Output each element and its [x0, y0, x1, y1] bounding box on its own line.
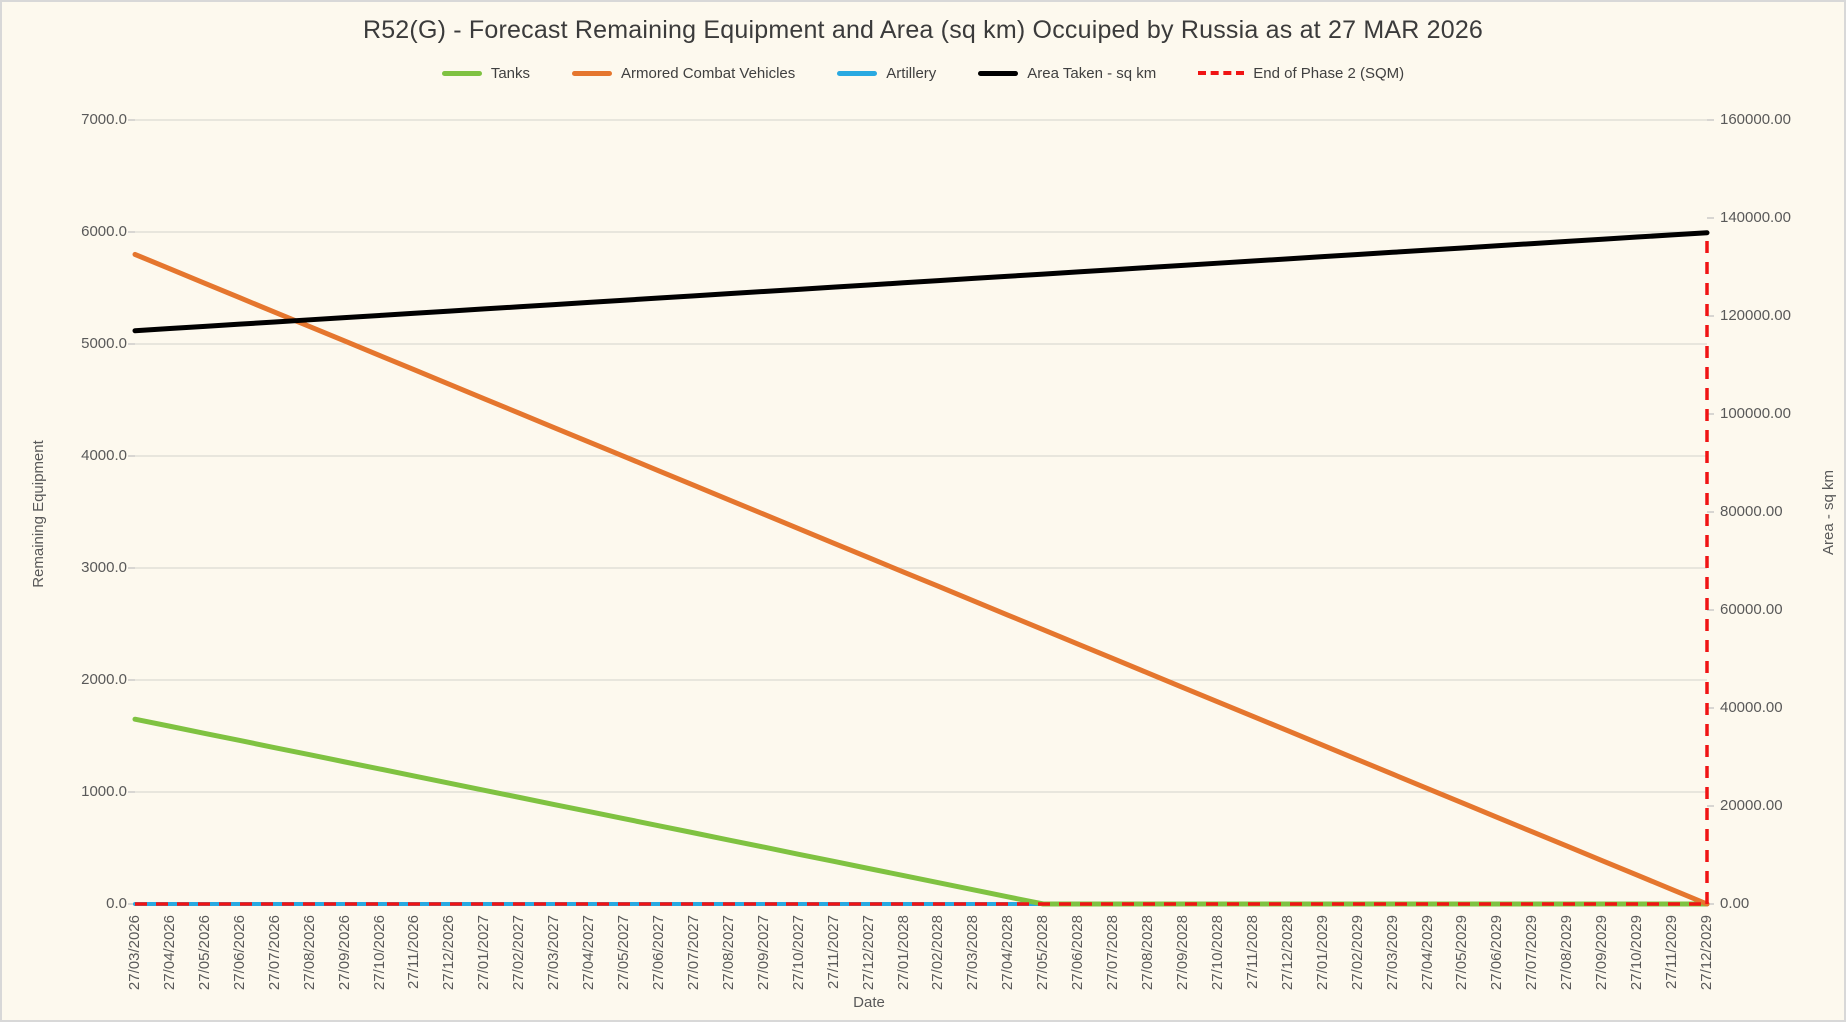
x-axis-tick-label: 27/05/2029: [1453, 915, 1471, 991]
legend-label: Artillery: [886, 64, 937, 82]
y-axis-right-tick-label: 100000.00: [1720, 405, 1791, 422]
x-axis-tick-label: 27/02/2028: [929, 915, 947, 991]
x-axis-tick-label: 27/07/2026: [265, 915, 283, 991]
y-axis-left-tick-label: 1000.0: [81, 783, 127, 800]
legend-line-marker-icon: [441, 70, 482, 76]
x-axis-tick-label: 27/09/2029: [1593, 915, 1611, 991]
x-axis-tick-label: 27/07/2027: [684, 915, 702, 991]
x-axis-tick-label: 27/08/2026: [300, 915, 318, 991]
legend-item-area-taken-sq-km[interactable]: Area Taken - sq km: [978, 65, 1156, 82]
x-axis-tick-label: 27/03/2029: [1383, 915, 1401, 991]
x-axis-tick-label: 27/07/2029: [1523, 915, 1541, 991]
x-axis-tick-label: 27/09/2027: [754, 915, 772, 991]
legend-item-tanks[interactable]: Tanks: [441, 64, 531, 82]
y-axis-right-title: Area - sq km: [1820, 469, 1837, 556]
x-axis-tick-label: 27/05/2028: [1034, 915, 1052, 991]
x-axis-tick-label: 27/08/2028: [1139, 915, 1157, 991]
x-axis-tick-label: 27/06/2028: [1069, 915, 1087, 991]
y-axis-left-tick-label: 2000.0: [81, 671, 127, 688]
x-axis-title: Date: [853, 994, 885, 1011]
x-axis-tick-label: 27/09/2026: [335, 915, 353, 991]
x-axis-tick-label: 27/04/2028: [999, 915, 1017, 991]
y-axis-right-tick-label: 40000.00: [1720, 699, 1783, 716]
legend-label: End of Phase 2 (SQM): [1253, 64, 1405, 82]
y-axis-left-tick-label: 5000.0: [81, 335, 127, 352]
legend-item-artillery[interactable]: Artillery: [837, 65, 936, 82]
legend-line-marker-icon: [978, 70, 1019, 76]
x-axis-tick-label: 27/10/2028: [1208, 915, 1226, 991]
x-axis-tick-label: 27/03/2027: [545, 915, 563, 991]
legend-line-marker-icon: [837, 70, 878, 76]
y-axis-right-tick-label: 60000.00: [1720, 601, 1783, 618]
x-axis-tick-label: 27/08/2027: [719, 915, 737, 991]
x-axis-tick-label: 27/04/2027: [580, 915, 598, 991]
y-axis-left-tick-label: 7000.0: [81, 111, 127, 128]
legend: Tanks Armored Combat Vehicles Artillery Are…: [2, 60, 1844, 86]
y-axis-right-tick-label: 160000.00: [1720, 111, 1791, 128]
x-axis-tick-label: 27/10/2027: [789, 915, 807, 991]
x-axis-tick-label: 27/12/2028: [1278, 915, 1296, 991]
series-tanks-line: [132, 716, 1710, 907]
x-axis-tick-label: 27/08/2029: [1558, 915, 1576, 991]
x-axis-tick-label: 27/12/2029: [1698, 915, 1715, 991]
y-axis-right-tick-label: 140000.00: [1720, 209, 1791, 226]
x-axis-tick-label: 27/09/2028: [1174, 915, 1191, 991]
x-axis-tick-label: 27/06/2029: [1488, 915, 1506, 991]
x-axis-tick-label: 27/03/2028: [964, 915, 982, 991]
x-axis-tick-label: 27/11/2028: [1243, 915, 1261, 989]
x-axis-tick-label: 27/12/2026: [440, 915, 458, 991]
legend-item-end-of-phase-2-sqm[interactable]: End of Phase 2 (SQM): [1198, 65, 1404, 82]
legend-label: Tanks: [490, 64, 531, 82]
y-axis-left-tick-label: 3000.0: [81, 559, 127, 576]
x-axis-tick-label: 27/10/2026: [370, 915, 388, 991]
x-axis-tick-label: 27/02/2029: [1348, 915, 1366, 991]
legend-line-marker-icon: [572, 70, 613, 76]
y-axis-right-tick-label: 120000.00: [1720, 307, 1791, 324]
x-axis-tick-label: 27/05/2027: [615, 915, 633, 991]
x-axis-tick-label: 27/06/2026: [230, 915, 248, 991]
legend-line-marker-icon: [1198, 71, 1245, 75]
x-axis-tick-label: 27/01/2029: [1313, 915, 1331, 991]
legend-label: Armored Combat Vehicles: [621, 64, 796, 82]
legend-item-armored-combat-vehicles[interactable]: Armored Combat Vehicles: [572, 65, 795, 82]
x-axis-tick-label: 27/03/2026: [126, 915, 143, 991]
y-axis-left-tick-label: 0.0: [106, 895, 127, 912]
legend-label: Area Taken - sq km: [1027, 64, 1157, 82]
chart-title: R52(G) - Forecast Remaining Equipment an…: [362, 16, 1484, 44]
series-area-taken-line: [132, 230, 1710, 334]
y-axis-left-tick-label: 4000.0: [81, 447, 127, 464]
x-axis-tick-label: 27/04/2026: [160, 915, 178, 991]
x-axis-tick-label: 27/05/2026: [195, 915, 213, 991]
x-axis-tick-label: 27/06/2027: [650, 915, 667, 991]
x-axis-tick-label: 27/07/2028: [1104, 915, 1122, 991]
y-axis-left-tick-label: 6000.0: [81, 223, 127, 240]
x-axis-tick-label: 27/01/2027: [475, 915, 493, 991]
x-axis-tick-label: 27/11/2026: [405, 915, 423, 989]
series-armored-combat-vehicles-line: [132, 251, 1710, 907]
y-axis-left-title: Remaining Equipment: [30, 440, 47, 588]
y-axis-right-tick-label: 20000.00: [1720, 797, 1783, 814]
x-axis-tick-label: 27/04/2029: [1418, 915, 1436, 991]
x-axis-tick-label: 27/02/2027: [510, 915, 528, 991]
y-axis-right-tick-label: 0.00: [1720, 895, 1750, 912]
x-axis-tick-label: 27/10/2029: [1628, 915, 1646, 991]
x-axis-tick-label: 27/11/2029: [1663, 915, 1681, 989]
y-axis-right-tick-label: 80000.00: [1720, 503, 1783, 520]
